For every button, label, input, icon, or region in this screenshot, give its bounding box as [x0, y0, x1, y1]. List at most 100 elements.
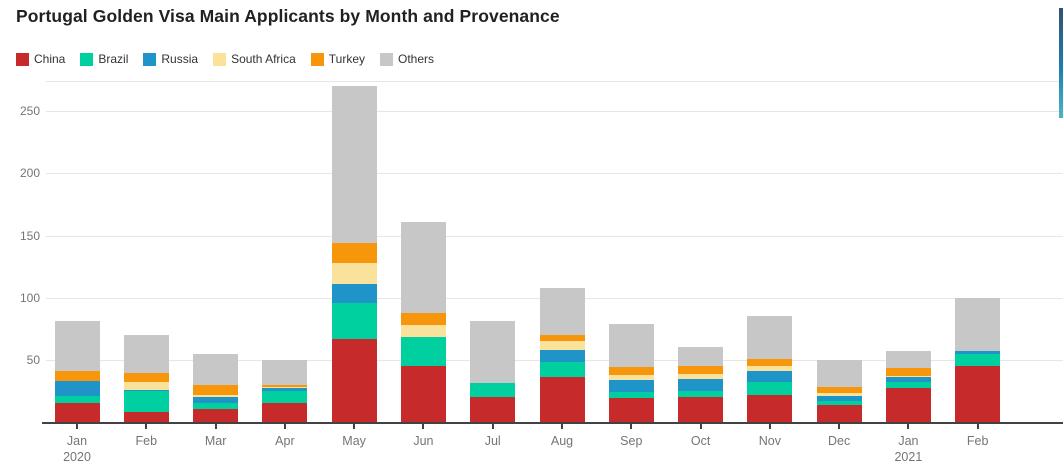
- bar-feb-13[interactable]: [955, 297, 1001, 422]
- bar-segment-others[interactable]: [193, 353, 239, 385]
- bar-nov-10[interactable]: [747, 316, 793, 422]
- bar-segment-china[interactable]: [608, 398, 654, 422]
- bar-segment-brazil[interactable]: [747, 382, 793, 395]
- chart-title: Portugal Golden Visa Main Applicants by …: [16, 6, 560, 26]
- bar-segment-russia[interactable]: [678, 378, 724, 391]
- bar-jun-5[interactable]: [400, 221, 446, 422]
- bar-segment-russia[interactable]: [885, 377, 931, 383]
- bar-segment-others[interactable]: [885, 351, 931, 369]
- bar-segment-south-africa[interactable]: [400, 324, 446, 338]
- bar-segment-others[interactable]: [955, 297, 1001, 352]
- bar-segment-turkey[interactable]: [885, 368, 931, 376]
- bar-mar-2[interactable]: [193, 353, 239, 422]
- legend-item-brazil[interactable]: Brazil: [80, 52, 128, 66]
- bar-segment-china[interactable]: [539, 377, 585, 422]
- bar-segment-others[interactable]: [678, 347, 724, 367]
- bar-may-4[interactable]: [331, 86, 377, 422]
- bar-segment-brazil[interactable]: [331, 302, 377, 339]
- bar-jan-12[interactable]: [885, 351, 931, 422]
- bar-apr-3[interactable]: [262, 359, 308, 422]
- bar-segment-others[interactable]: [816, 359, 862, 388]
- bar-segment-turkey[interactable]: [747, 358, 793, 367]
- bar-segment-others[interactable]: [608, 323, 654, 368]
- bar-segment-russia[interactable]: [54, 380, 100, 396]
- bar-segment-turkey[interactable]: [539, 334, 585, 342]
- bar-segment-china[interactable]: [678, 397, 724, 422]
- right-edge-scrollbar[interactable]: [1059, 8, 1063, 118]
- bar-segment-china[interactable]: [747, 394, 793, 422]
- bar-jul-6[interactable]: [470, 321, 516, 422]
- bar-segment-china[interactable]: [54, 403, 100, 422]
- bar-segment-brazil[interactable]: [400, 337, 446, 366]
- bar-segment-russia[interactable]: [193, 397, 239, 404]
- bar-segment-russia[interactable]: [539, 349, 585, 363]
- bar-segment-russia[interactable]: [747, 371, 793, 383]
- bar-segment-brazil[interactable]: [678, 390, 724, 398]
- bar-segment-russia[interactable]: [262, 388, 308, 391]
- bar-segment-brazil[interactable]: [885, 382, 931, 389]
- bar-segment-china[interactable]: [470, 397, 516, 422]
- legend-item-china[interactable]: China: [16, 52, 65, 66]
- bar-segment-brazil[interactable]: [816, 400, 862, 405]
- legend-item-turkey[interactable]: Turkey: [310, 52, 365, 66]
- bar-segment-turkey[interactable]: [400, 312, 446, 325]
- bar-segment-others[interactable]: [54, 321, 100, 371]
- bar-aug-7[interactable]: [539, 287, 585, 422]
- bar-segment-others[interactable]: [123, 334, 169, 374]
- bar-segment-others[interactable]: [539, 287, 585, 335]
- bar-segment-south-africa[interactable]: [193, 394, 239, 398]
- bar-segment-russia[interactable]: [608, 379, 654, 393]
- bar-segment-others[interactable]: [262, 359, 308, 385]
- bar-segment-turkey[interactable]: [54, 370, 100, 381]
- bar-segment-china[interactable]: [400, 365, 446, 422]
- bar-segment-russia[interactable]: [816, 395, 862, 401]
- bar-segment-south-africa[interactable]: [608, 374, 654, 380]
- bar-segment-south-africa[interactable]: [885, 375, 931, 378]
- bar-segment-china[interactable]: [816, 404, 862, 422]
- bar-segment-brazil[interactable]: [123, 390, 169, 412]
- bar-segment-brazil[interactable]: [955, 353, 1001, 366]
- bar-segment-turkey[interactable]: [816, 387, 862, 394]
- bar-segment-turkey[interactable]: [331, 242, 377, 263]
- bar-segment-brazil[interactable]: [193, 403, 239, 410]
- bar-oct-9[interactable]: [678, 347, 724, 422]
- bar-segment-south-africa[interactable]: [262, 387, 308, 389]
- bar-segment-brazil[interactable]: [608, 392, 654, 399]
- bar-segment-russia[interactable]: [123, 389, 169, 391]
- bar-feb-1[interactable]: [123, 334, 169, 422]
- bar-segment-turkey[interactable]: [678, 366, 724, 374]
- bar-segment-others[interactable]: [470, 321, 516, 384]
- bar-segment-china[interactable]: [331, 338, 377, 422]
- bar-segment-south-africa[interactable]: [747, 366, 793, 372]
- bar-segment-china[interactable]: [885, 388, 931, 422]
- bar-segment-russia[interactable]: [331, 283, 377, 303]
- bar-segment-brazil[interactable]: [539, 362, 585, 378]
- bar-jan-0[interactable]: [54, 321, 100, 422]
- bar-segment-others[interactable]: [400, 221, 446, 313]
- legend-item-south-africa[interactable]: South Africa: [213, 52, 296, 66]
- bar-segment-others[interactable]: [331, 86, 377, 243]
- bar-segment-china[interactable]: [262, 403, 308, 422]
- bar-dec-11[interactable]: [816, 359, 862, 422]
- bar-segment-south-africa[interactable]: [539, 341, 585, 350]
- bar-segment-turkey[interactable]: [123, 373, 169, 383]
- bar-segment-china[interactable]: [955, 365, 1001, 422]
- bar-segment-turkey[interactable]: [262, 384, 308, 388]
- bar-segment-brazil[interactable]: [262, 390, 308, 404]
- bar-segment-china[interactable]: [123, 411, 169, 422]
- bar-segment-china[interactable]: [193, 409, 239, 422]
- bar-sep-8[interactable]: [608, 323, 654, 422]
- bar-segment-south-africa[interactable]: [123, 382, 169, 390]
- x-axis-tick: [145, 424, 148, 429]
- bar-segment-brazil[interactable]: [54, 395, 100, 404]
- bar-segment-others[interactable]: [747, 316, 793, 359]
- bar-segment-brazil[interactable]: [470, 383, 516, 398]
- bar-segment-turkey[interactable]: [193, 384, 239, 395]
- bar-segment-south-africa[interactable]: [816, 393, 862, 396]
- bar-segment-russia[interactable]: [955, 351, 1001, 354]
- legend-item-others[interactable]: Others: [380, 52, 434, 66]
- bar-segment-south-africa[interactable]: [678, 373, 724, 379]
- bar-segment-turkey[interactable]: [608, 367, 654, 375]
- legend-item-russia[interactable]: Russia: [143, 52, 198, 66]
- bar-segment-south-africa[interactable]: [331, 262, 377, 284]
